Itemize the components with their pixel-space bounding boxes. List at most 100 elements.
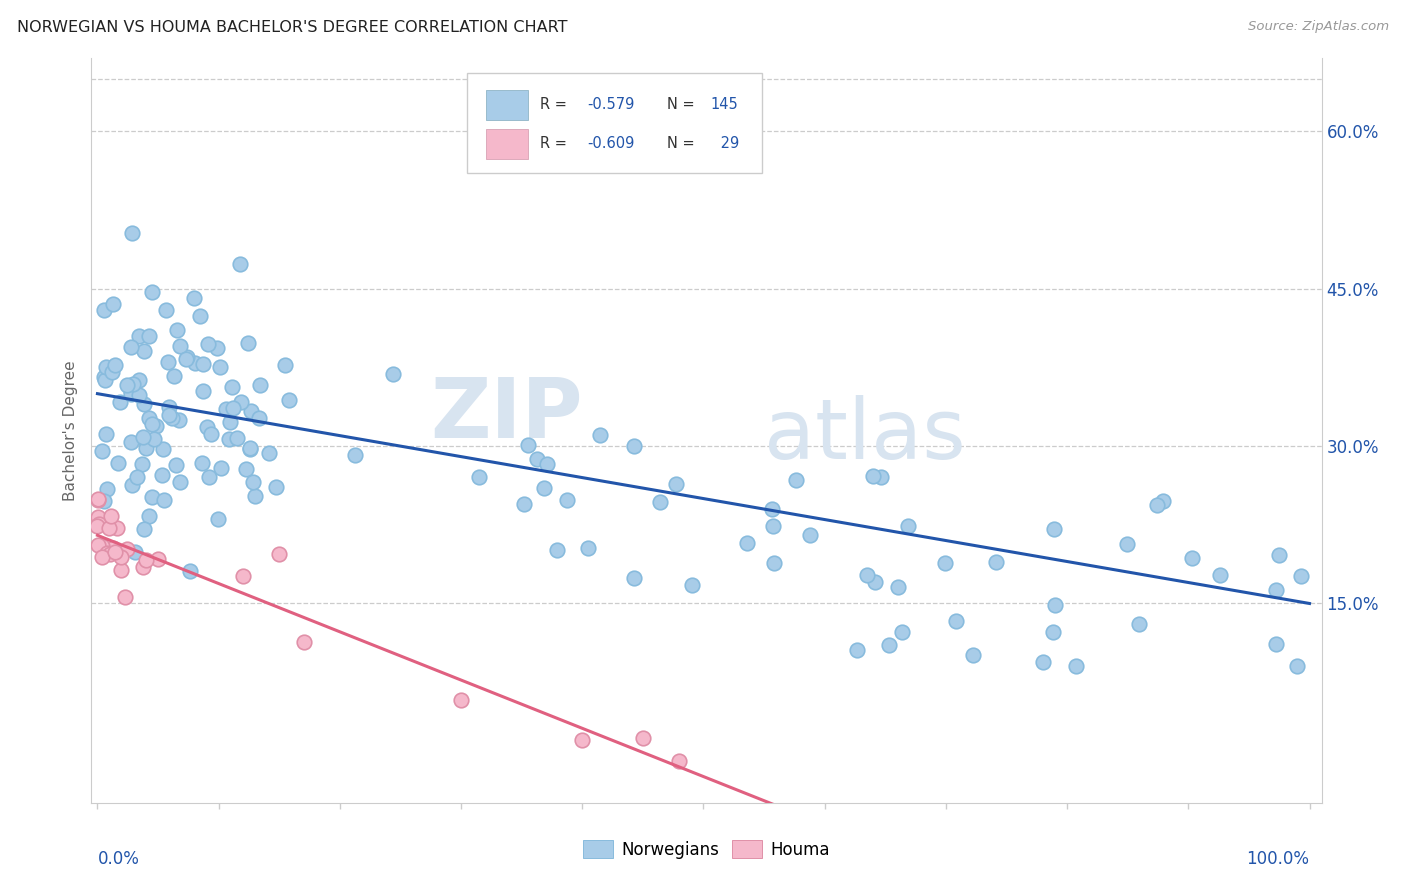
Point xyxy=(162,410,184,425)
Point xyxy=(89,517,111,532)
Point xyxy=(120,340,142,354)
Point xyxy=(243,489,266,503)
Point xyxy=(93,373,115,387)
Point xyxy=(870,470,893,484)
Point xyxy=(576,541,599,555)
Point xyxy=(107,456,129,470)
Point xyxy=(665,477,688,491)
Point xyxy=(1042,625,1064,640)
Point xyxy=(176,352,198,367)
Point xyxy=(169,339,191,353)
Point xyxy=(207,512,229,526)
Point xyxy=(239,442,262,457)
Point xyxy=(176,350,198,364)
Point xyxy=(87,509,110,524)
Point xyxy=(87,493,110,508)
Y-axis label: Bachelor's Degree: Bachelor's Degree xyxy=(63,360,79,500)
Point xyxy=(589,427,612,442)
Point xyxy=(103,541,125,555)
Point xyxy=(945,614,967,628)
Point xyxy=(93,302,115,317)
Point xyxy=(546,543,568,558)
Point xyxy=(239,441,262,455)
Point xyxy=(163,368,186,383)
Point xyxy=(468,470,491,484)
Point xyxy=(1045,598,1067,612)
Text: N =: N = xyxy=(666,97,699,112)
Point xyxy=(169,475,191,489)
Point xyxy=(91,444,114,458)
FancyBboxPatch shape xyxy=(486,90,529,120)
Point xyxy=(623,571,645,585)
Text: N =: N = xyxy=(666,136,699,151)
Point xyxy=(962,648,984,662)
FancyBboxPatch shape xyxy=(486,128,529,159)
Point xyxy=(138,508,160,523)
Point xyxy=(191,384,214,399)
Point xyxy=(887,580,910,594)
Point xyxy=(934,557,956,571)
Point xyxy=(209,461,232,475)
Point xyxy=(225,432,247,446)
Point xyxy=(96,426,118,441)
Point xyxy=(799,528,821,542)
Point xyxy=(762,557,785,571)
Point xyxy=(197,337,219,351)
Point xyxy=(117,377,139,392)
Point xyxy=(198,470,221,484)
Point xyxy=(134,522,156,536)
Point xyxy=(845,642,868,657)
Point xyxy=(183,291,205,305)
Point xyxy=(247,410,270,425)
Point xyxy=(239,404,262,418)
Point xyxy=(200,427,222,442)
Point xyxy=(737,536,759,550)
Point xyxy=(1066,659,1088,673)
Point xyxy=(138,329,160,343)
Point xyxy=(141,285,163,300)
Point xyxy=(157,408,180,422)
Point xyxy=(135,434,157,448)
Point xyxy=(208,359,231,374)
Point xyxy=(96,546,118,560)
Point xyxy=(93,494,115,508)
Point xyxy=(1128,617,1150,632)
Point xyxy=(141,490,163,504)
Point xyxy=(155,303,177,318)
Point xyxy=(526,451,548,466)
Point xyxy=(91,539,114,553)
Point xyxy=(110,395,132,409)
Point xyxy=(264,480,287,494)
Point xyxy=(222,401,245,415)
Point xyxy=(134,343,156,358)
Point xyxy=(131,430,153,444)
Point xyxy=(536,457,558,471)
Point xyxy=(115,541,138,556)
Text: ZIP: ZIP xyxy=(430,374,582,455)
Point xyxy=(257,446,280,460)
Point xyxy=(273,359,295,373)
Point xyxy=(104,358,127,372)
Point xyxy=(169,413,191,427)
Point xyxy=(215,402,238,417)
Point xyxy=(891,625,914,640)
Point xyxy=(269,547,291,561)
Point xyxy=(242,475,264,489)
Point xyxy=(104,545,127,559)
Point xyxy=(165,458,187,472)
Point xyxy=(1208,568,1230,582)
Point xyxy=(121,478,143,492)
Point xyxy=(110,563,132,577)
Point xyxy=(865,575,887,590)
Text: R =: R = xyxy=(540,97,572,112)
Point xyxy=(533,481,555,495)
Point xyxy=(1181,550,1204,565)
Point xyxy=(555,492,578,507)
Point xyxy=(681,578,703,592)
Point xyxy=(343,448,366,462)
Point xyxy=(96,483,118,497)
Text: NORWEGIAN VS HOUMA BACHELOR'S DEGREE CORRELATION CHART: NORWEGIAN VS HOUMA BACHELOR'S DEGREE COR… xyxy=(17,20,568,35)
Text: R =: R = xyxy=(540,136,572,151)
Text: 0.0%: 0.0% xyxy=(97,850,139,868)
Point xyxy=(1152,493,1174,508)
